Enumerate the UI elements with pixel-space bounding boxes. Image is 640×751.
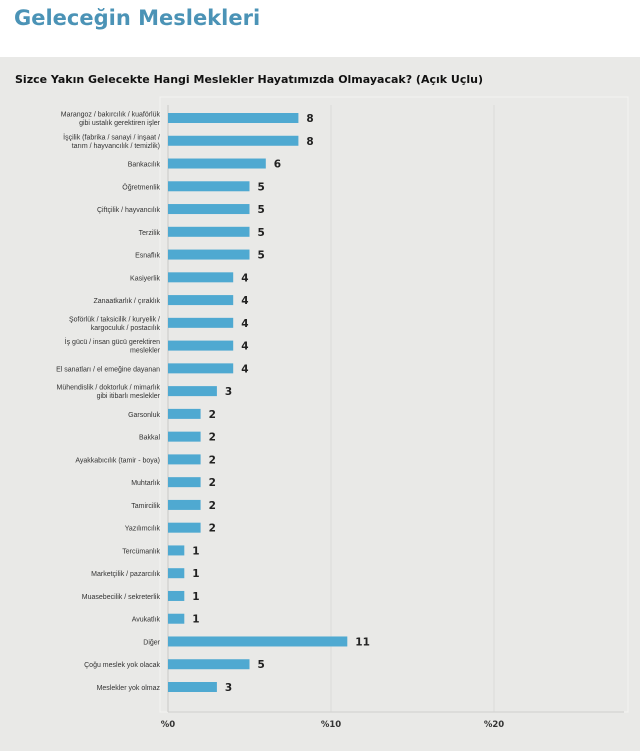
category-label: Muasebecilik / sekreterlik bbox=[82, 594, 161, 601]
data-label: 5 bbox=[258, 204, 265, 216]
category-label: Çiftçilik / hayvancılık bbox=[97, 207, 161, 214]
bar bbox=[168, 568, 185, 579]
bar bbox=[168, 613, 185, 624]
data-label: 3 bbox=[225, 682, 232, 694]
category-label: gibi ustalık gerektiren işler bbox=[79, 120, 161, 127]
category-label: İş gücü / insan gücü gerektiren bbox=[65, 337, 160, 346]
bar bbox=[168, 226, 250, 237]
data-label: 2 bbox=[209, 477, 216, 489]
bar bbox=[168, 386, 217, 397]
data-label: 2 bbox=[209, 454, 216, 466]
data-label: 2 bbox=[209, 409, 216, 421]
category-label: İşçilik (fabrika / sanayi / inşaat / bbox=[63, 132, 160, 141]
data-label: 11 bbox=[355, 636, 370, 648]
category-label: Tamircilik bbox=[131, 503, 160, 510]
category-label: Kasiyerlik bbox=[130, 275, 160, 282]
category-label: Diğer bbox=[143, 639, 160, 646]
data-label: 5 bbox=[258, 659, 265, 671]
data-label: 1 bbox=[192, 614, 199, 626]
data-label: 4 bbox=[241, 341, 248, 353]
bar bbox=[168, 659, 250, 670]
data-label: 4 bbox=[241, 363, 248, 375]
category-label: Avukatlık bbox=[132, 617, 161, 624]
page-title: Geleceğin Meslekleri bbox=[14, 6, 261, 30]
category-label: Muhtarlık bbox=[131, 480, 160, 487]
category-label: Yazılımcılık bbox=[125, 526, 161, 533]
x-tick-label: %10 bbox=[321, 720, 341, 730]
bar bbox=[168, 249, 250, 260]
data-label: 1 bbox=[192, 591, 199, 603]
bar bbox=[168, 340, 234, 351]
category-label: gibi itibarlı meslekler bbox=[97, 393, 161, 400]
data-label: 1 bbox=[192, 568, 199, 580]
data-label: 6 bbox=[274, 159, 281, 171]
data-label: 3 bbox=[225, 386, 232, 398]
category-label: Bakkal bbox=[139, 435, 160, 442]
x-tick-label: %20 bbox=[484, 720, 504, 730]
bar bbox=[168, 636, 348, 647]
category-label: Bankacılık bbox=[128, 162, 161, 169]
data-label: 4 bbox=[241, 318, 248, 330]
data-label: 5 bbox=[258, 227, 265, 239]
data-label: 8 bbox=[306, 136, 313, 148]
bar bbox=[168, 545, 185, 556]
bar bbox=[168, 113, 299, 123]
category-label: Garsonluk bbox=[128, 412, 160, 419]
bar bbox=[168, 522, 201, 533]
category-label: Öğretmenlik bbox=[122, 183, 160, 191]
data-label: 2 bbox=[209, 523, 216, 535]
category-label: Esnaflık bbox=[135, 253, 160, 260]
bar bbox=[168, 454, 201, 465]
header: Geleceğin Meslekleri bbox=[0, 0, 640, 57]
data-label: 2 bbox=[209, 500, 216, 512]
bar bbox=[168, 295, 234, 306]
category-label: Marangoz / bakırcılık / kuaförlük bbox=[61, 112, 161, 119]
data-label: 8 bbox=[306, 113, 313, 125]
category-label: Çoğu meslek yok olacak bbox=[84, 662, 160, 669]
chart-title: Sizce Yakın Gelecekte Hangi Meslekler Ha… bbox=[15, 73, 483, 86]
data-label: 4 bbox=[241, 295, 248, 307]
category-label: tarım / hayvancılık / temizlik) bbox=[72, 143, 160, 150]
category-label: Mühendislik / doktorluk / mimarlık bbox=[57, 385, 161, 392]
bar bbox=[168, 272, 234, 283]
category-label: kargoculuk / postacılık bbox=[91, 325, 161, 332]
data-label: 1 bbox=[192, 545, 199, 557]
bar bbox=[168, 682, 217, 692]
bar bbox=[168, 181, 250, 192]
chart-panel bbox=[0, 57, 640, 751]
x-tick-label: %0 bbox=[161, 720, 176, 730]
category-label: Meslekler yok olmaz bbox=[97, 685, 161, 692]
data-label: 5 bbox=[258, 250, 265, 262]
category-label: El sanatları / el emeğine dayanan bbox=[56, 366, 160, 373]
category-label: Tercümanlık bbox=[122, 548, 160, 555]
bar bbox=[168, 499, 201, 510]
bar bbox=[168, 135, 299, 146]
bar bbox=[168, 590, 185, 601]
data-label: 2 bbox=[209, 432, 216, 444]
bar bbox=[168, 477, 201, 488]
category-label: Marketçilik / pazarcılık bbox=[91, 571, 160, 578]
bar bbox=[168, 408, 201, 419]
bar bbox=[168, 363, 234, 374]
bar bbox=[168, 317, 234, 328]
data-label: 5 bbox=[258, 181, 265, 193]
category-label: Zanaatkarlık / çıraklık bbox=[93, 298, 160, 305]
category-label: Şoförlük / taksicilik / kuryelik / bbox=[69, 316, 160, 323]
bar bbox=[168, 158, 266, 169]
bar bbox=[168, 204, 250, 215]
category-label: Terzilik bbox=[139, 230, 161, 237]
category-label: Ayakkabıcılık (tamir - boya) bbox=[75, 457, 160, 464]
data-label: 4 bbox=[241, 272, 248, 284]
bar bbox=[168, 431, 201, 442]
category-label: meslekler bbox=[130, 348, 161, 355]
